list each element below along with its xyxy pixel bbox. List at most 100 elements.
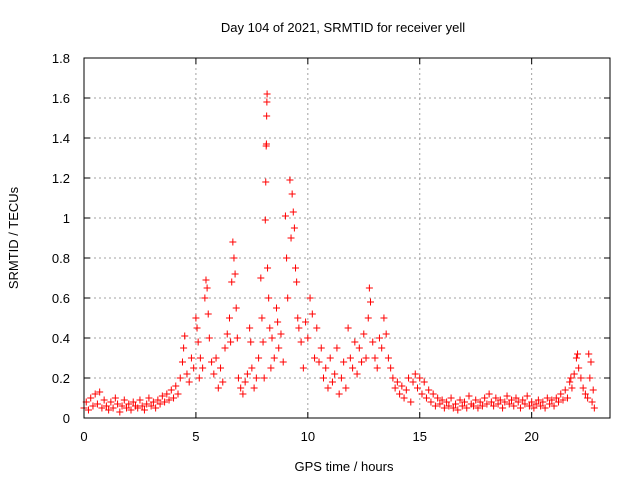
data-point [552,394,560,402]
data-point [306,294,314,302]
data-point [494,400,502,408]
data-point [568,384,576,392]
x-tick-label: 0 [80,429,87,444]
data-point [485,390,493,398]
data-point [353,370,361,378]
data-point [440,404,448,412]
data-point [123,404,131,412]
data-point [418,390,426,398]
data-point [387,364,395,372]
data-point [478,402,486,410]
data-point [152,404,160,412]
data-point [389,374,397,382]
data-point [181,332,189,340]
data-point [585,350,593,358]
data-point [109,404,117,412]
data-point [158,392,166,400]
data-point [398,382,406,390]
data-point [98,404,106,412]
data-point [145,394,153,402]
data-point [431,402,439,410]
data-point [205,334,213,342]
data-point [463,404,471,412]
data-point [174,390,182,398]
data-point [510,402,518,410]
data-point [378,344,386,352]
data-point [577,374,585,382]
data-point [136,396,144,404]
y-tick-label: 0.2 [52,371,70,386]
data-point [523,392,531,400]
data-point [586,374,594,382]
data-point [400,394,408,402]
data-point [232,304,240,312]
data-point [304,334,312,342]
data-point [425,386,433,394]
data-point [234,374,242,382]
data-point [127,406,135,414]
data-point [219,378,227,386]
data-point [202,276,210,284]
data-point [443,398,451,406]
data-point [107,398,115,406]
data-point [465,392,473,400]
data-point [201,294,209,302]
x-tick-label: 20 [524,429,538,444]
data-point [223,330,231,338]
data-point [274,318,282,326]
data-point [297,338,305,346]
data-point [87,394,95,402]
data-point [346,354,354,362]
data-point [221,344,229,352]
data-point [185,378,193,386]
data-point [367,298,375,306]
data-point [246,324,254,332]
data-point [239,390,247,398]
data-point [416,374,424,382]
data-point [335,390,343,398]
data-point [454,406,462,414]
data-point [519,396,527,404]
data-point [89,402,97,410]
data-point [364,314,372,322]
data-point [525,402,533,410]
data-point [289,208,297,216]
data-point [483,400,491,408]
data-point [490,402,498,410]
data-point [548,396,556,404]
data-point [405,374,413,382]
data-point [496,396,504,404]
data-point [514,398,522,406]
data-point [257,274,265,282]
data-point [293,278,301,286]
y-tick-label: 1.6 [52,91,70,106]
data-point [340,358,348,366]
data-point [190,364,198,372]
data-point [161,398,169,406]
data-point [93,400,101,408]
data-point [228,278,236,286]
data-point [458,402,466,410]
axis-ticks: 0 5 10 15 20 0 0.2 0.4 0.6 0.8 1 1.2 1.4 1.6 1.8 [52,51,610,444]
data-point [422,394,430,402]
data-point [557,390,565,398]
data-point [436,400,444,408]
data-point [589,386,597,394]
data-point [281,212,289,220]
data-point [456,396,464,404]
data-point [581,390,589,398]
data-point [267,364,275,372]
data-point [250,384,258,392]
data-point [375,334,383,342]
data-point [263,112,271,120]
data-point [204,310,212,318]
data-point [203,284,211,292]
data-point [469,402,477,410]
data-point [516,404,524,412]
data-point [263,90,271,98]
data-point [193,324,201,332]
data-point [587,358,595,366]
data-point [501,398,509,406]
data-point [140,406,148,414]
data-point [563,394,571,402]
